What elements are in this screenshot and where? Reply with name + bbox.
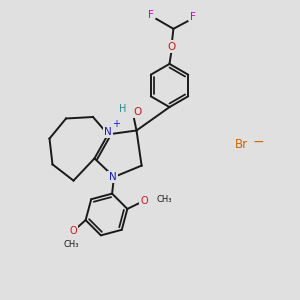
Text: N: N [104, 127, 112, 137]
Text: CH₃: CH₃ [64, 241, 79, 250]
Text: F: F [190, 12, 196, 22]
Text: +: + [112, 119, 120, 129]
Text: F: F [148, 10, 154, 20]
Text: O: O [140, 196, 148, 206]
Text: H: H [119, 104, 127, 115]
Text: CH₃: CH₃ [157, 195, 172, 204]
Text: O: O [133, 106, 141, 117]
Text: O: O [69, 226, 77, 236]
Text: N: N [109, 172, 116, 182]
Text: O: O [168, 42, 176, 52]
Text: −: − [253, 135, 264, 148]
Text: Br: Br [235, 137, 248, 151]
